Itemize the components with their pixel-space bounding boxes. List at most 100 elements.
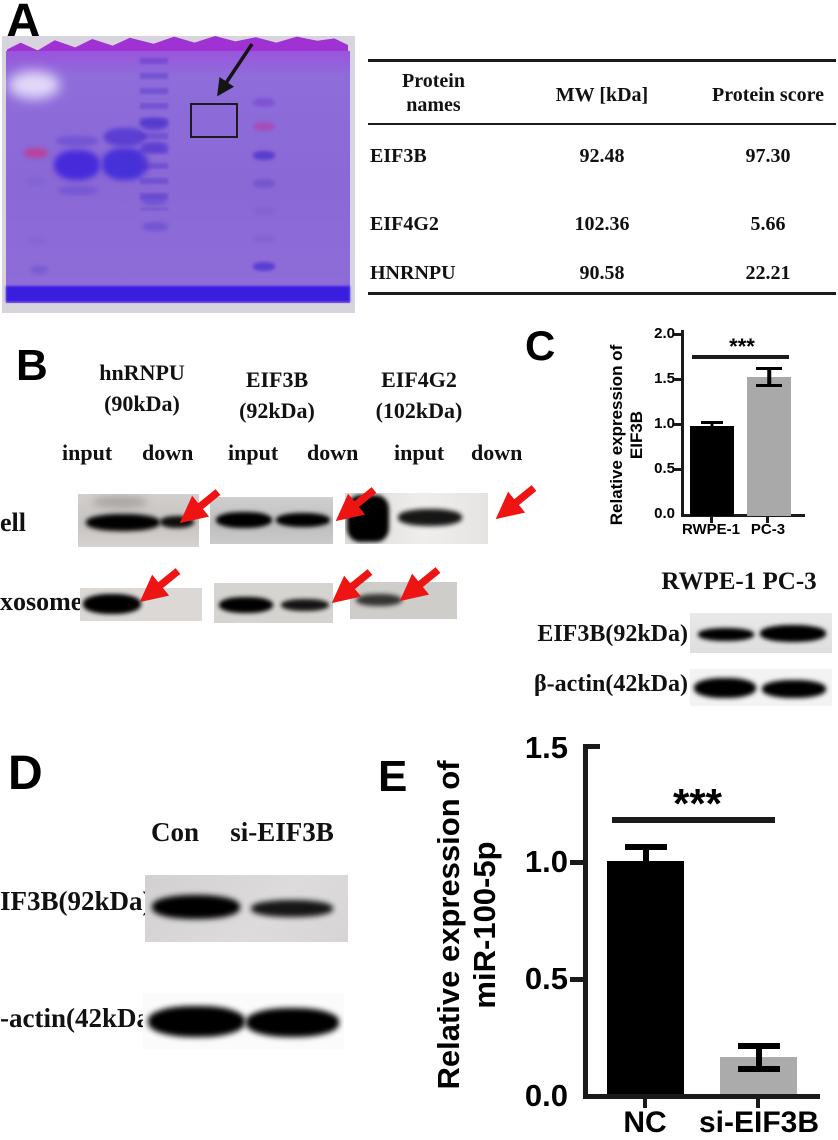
blot-band <box>83 594 141 614</box>
chart-c-bar-rwpe1 <box>690 421 734 516</box>
table-header-mw: MW [kDa] <box>555 84 649 106</box>
chart-c-ytick-mark <box>674 333 681 336</box>
blot-c-strip-eif3b <box>690 613 832 653</box>
error-bar-cap <box>756 366 782 370</box>
chart-c-bar-pc3 <box>747 366 791 516</box>
lane-label-input: input <box>394 440 445 465</box>
chart-e-ylabel-line2: miR-100-5p <box>467 841 502 1009</box>
blot-d-col-label-con: Con <box>150 817 199 847</box>
chart-e-xlabel-sieif3b: si-EIF3B <box>698 1106 820 1139</box>
chart-c-ytick: 1.0 <box>654 415 675 432</box>
chart-c-ylabel: Relative expression of EIF3B <box>607 344 646 526</box>
red-arrow-icon <box>331 569 373 604</box>
blot-c-row-label-actin: β-actin(42kDa) <box>534 671 688 697</box>
blot-band <box>86 514 160 531</box>
chart-c-significance-line <box>692 355 789 359</box>
gel-band <box>142 222 168 231</box>
table-cell-name: HNRNPU <box>370 262 456 284</box>
chart-e-ylabel: Relative expression of miR-100-5p <box>431 715 503 1135</box>
red-arrow-icon <box>139 568 181 603</box>
gel-band <box>102 148 148 180</box>
chart-e-xaxis <box>583 1094 820 1099</box>
gel-band <box>24 148 48 158</box>
blot-band <box>148 1006 245 1037</box>
error-bar-cap <box>737 1065 780 1072</box>
chart-c-ytick: 0.5 <box>654 460 675 477</box>
chart-c-ytick: 1.5 <box>654 370 675 387</box>
table-cell-score: 97.30 <box>745 145 791 167</box>
panel-d-label: D <box>8 747 43 800</box>
chart-c-significance-stars: *** <box>729 334 755 359</box>
gel-band <box>253 179 275 188</box>
protein-name: hnRNPU <box>99 360 185 385</box>
gel-band <box>141 142 168 152</box>
chart-c-xlabel-rwpe1: RWPE-1 <box>681 521 741 538</box>
blot-band <box>246 1008 339 1037</box>
gel-smear-lane <box>140 58 168 210</box>
table-rule-bottom <box>368 292 836 295</box>
table-cell-mw: 90.58 <box>579 262 625 284</box>
table-cell-score: 22.21 <box>745 262 791 284</box>
blot-band <box>281 599 329 611</box>
chart-c-xtick-mark <box>766 517 769 523</box>
chart-e-xtick-mark <box>643 1099 647 1108</box>
table-header-protein-names: Protein names <box>402 70 465 116</box>
gel-photo <box>2 36 355 313</box>
chart-e-bar-sieif3b <box>720 1042 797 1094</box>
black-arrow-icon <box>217 43 254 97</box>
chart-e-significance-line <box>612 817 775 823</box>
chart-c-yaxis <box>681 330 684 517</box>
blot-band <box>276 513 330 527</box>
panel-e-label: E <box>378 752 408 801</box>
row-label-exosome: xosome <box>0 587 83 616</box>
gel-band <box>253 151 275 160</box>
blot-band <box>698 628 754 641</box>
gel-band <box>253 262 275 271</box>
gel-band <box>30 266 48 274</box>
gel-band <box>253 235 275 243</box>
gel-band <box>28 238 46 245</box>
gel-band <box>253 207 275 215</box>
error-bar-cap <box>756 383 782 387</box>
protein-name: EIF4G2 <box>381 367 457 392</box>
error-bar-line <box>710 421 714 431</box>
blot-d-col-label-sieif3b: si-EIF3B <box>230 817 334 847</box>
lane-label-down: down <box>307 440 359 465</box>
red-arrow-icon <box>335 487 377 522</box>
blot-smudge <box>92 496 148 508</box>
blot-d-strip-eif3b <box>145 875 348 942</box>
protein-size: (102kDa) <box>375 398 463 423</box>
gel-band <box>104 128 146 146</box>
red-arrow-icon <box>495 485 537 520</box>
gel-reflection <box>8 71 60 99</box>
chart-e-ytick-mark-top <box>583 744 600 749</box>
chart-c-ytick: 2.0 <box>654 325 675 342</box>
chart-e-yaxis <box>583 744 588 1099</box>
gel-band <box>54 150 100 180</box>
blot-strip-cell-eif3b <box>210 497 333 544</box>
lane-label-down: down <box>142 440 194 465</box>
gel-band <box>58 186 98 195</box>
chart-c-xlabel-pc3: PC-3 <box>750 521 786 538</box>
blot-group-header-eif4g2: EIF4G2 (102kDa) <box>356 364 482 426</box>
blot-band <box>760 625 826 642</box>
protein-size: (92kDa) <box>239 398 315 423</box>
blot-band <box>251 900 333 917</box>
gel-region-box <box>190 103 238 138</box>
error-bar-line <box>767 366 771 387</box>
chart-c-ytick-mark <box>674 423 681 426</box>
chart-e-plot-area <box>588 744 820 1094</box>
blot-band <box>219 597 273 613</box>
table-cell-mw: 92.48 <box>579 145 625 167</box>
error-bar-line <box>642 844 649 862</box>
blot-band <box>762 680 826 698</box>
panel-b-label: B <box>16 341 48 390</box>
chart-e-significance-stars: *** <box>672 780 723 827</box>
lane-label-input: input <box>62 440 113 465</box>
table-header-score: Protein score <box>711 84 824 106</box>
blot-strip-cell-hnrnpu <box>78 494 199 547</box>
error-bar-cap <box>624 844 667 850</box>
protein-name: EIF3B <box>245 367 309 392</box>
red-arrow-icon <box>399 567 441 602</box>
blot-band <box>694 678 756 698</box>
